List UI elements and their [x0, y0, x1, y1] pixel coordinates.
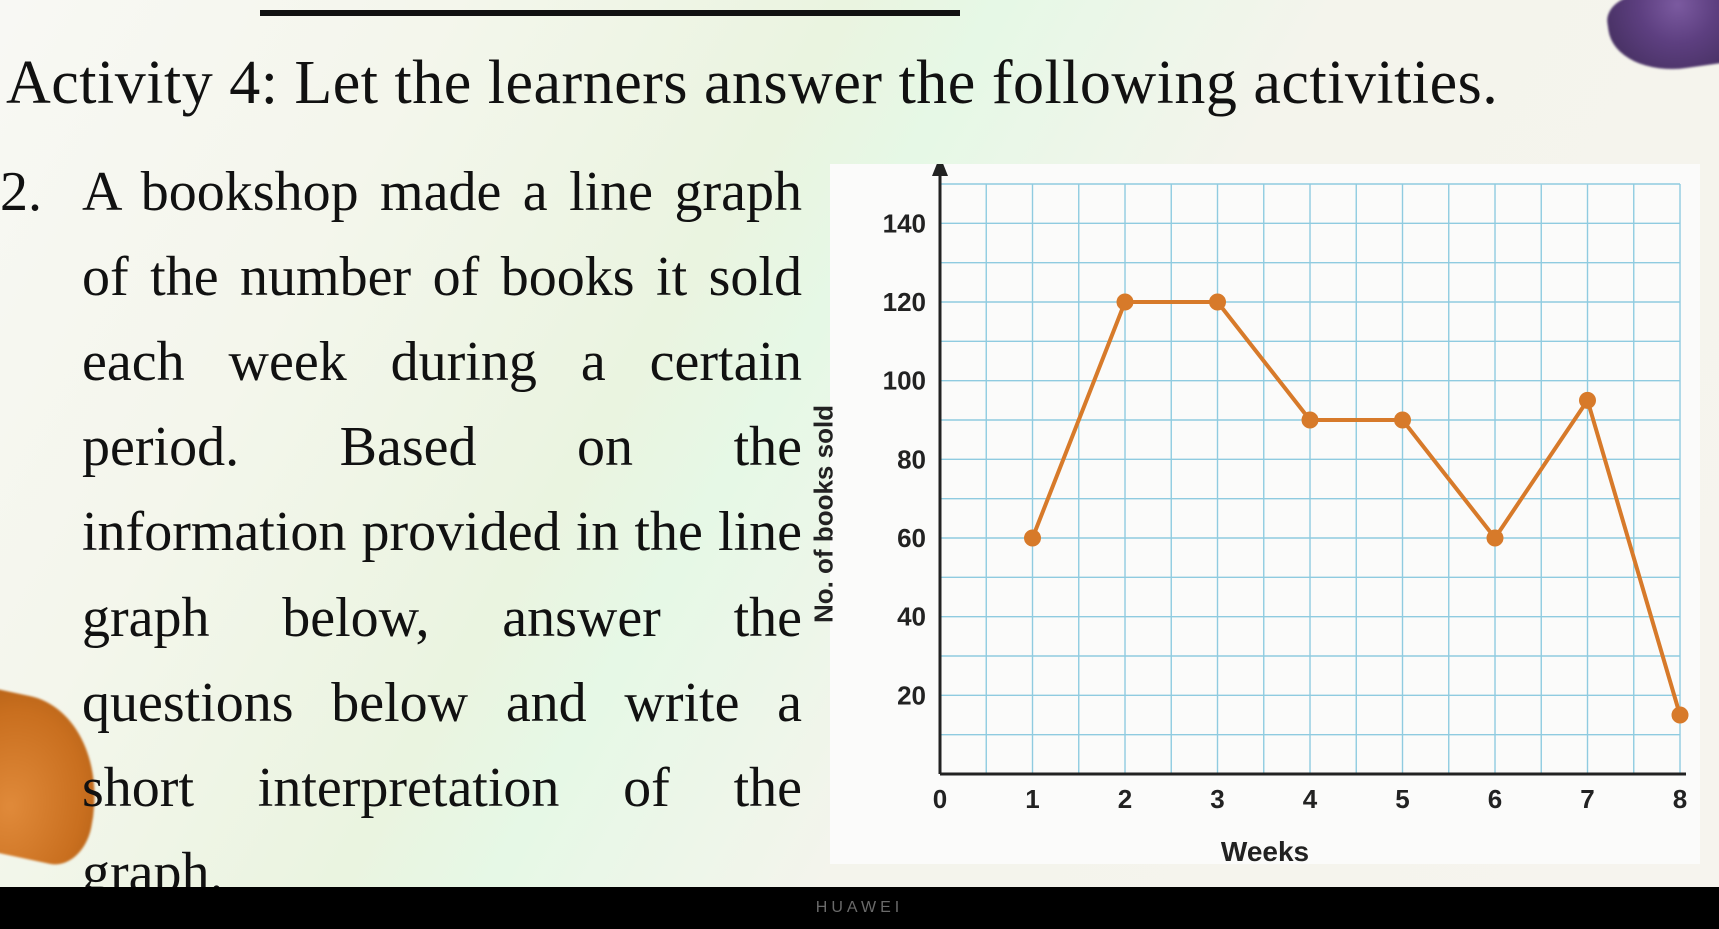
- svg-text:7: 7: [1580, 784, 1594, 814]
- slide: Activity 4: Let the learners answer the …: [0, 0, 1719, 890]
- svg-text:5: 5: [1395, 784, 1409, 814]
- svg-text:3: 3: [1210, 784, 1224, 814]
- svg-text:40: 40: [897, 602, 926, 632]
- svg-text:60: 60: [897, 523, 926, 553]
- svg-text:6: 6: [1488, 784, 1502, 814]
- svg-text:2: 2: [1118, 784, 1132, 814]
- svg-text:4: 4: [1303, 784, 1318, 814]
- svg-text:100: 100: [883, 366, 926, 396]
- chart-svg: 20 40 60 80 100 120 140 0 1 2 3 4 5 6 7 8: [830, 164, 1700, 824]
- content-row: 2. A bookshop made a line graph of the n…: [0, 150, 1719, 870]
- chart-y-axis-label: No. of books sold: [809, 405, 840, 623]
- svg-text:140: 140: [883, 208, 926, 238]
- question-number: 2.: [0, 150, 70, 235]
- svg-text:120: 120: [883, 287, 926, 317]
- svg-text:0: 0: [933, 784, 947, 814]
- svg-text:8: 8: [1673, 784, 1687, 814]
- question-text: A bookshop made a line graph of the numb…: [82, 150, 802, 916]
- screen: Activity 4: Let the learners answer the …: [0, 0, 1719, 929]
- chart-x-axis-label: Weeks: [1221, 836, 1309, 868]
- device-watermark-bar: HUAWEI: [0, 887, 1719, 929]
- svg-text:20: 20: [897, 680, 926, 710]
- books-sold-chart: No. of books sold Weeks 2040608010012014…: [830, 164, 1700, 864]
- activity-title: Activity 4: Let the learners answer the …: [0, 48, 1719, 119]
- svg-text:1: 1: [1025, 784, 1039, 814]
- svg-text:80: 80: [897, 444, 926, 474]
